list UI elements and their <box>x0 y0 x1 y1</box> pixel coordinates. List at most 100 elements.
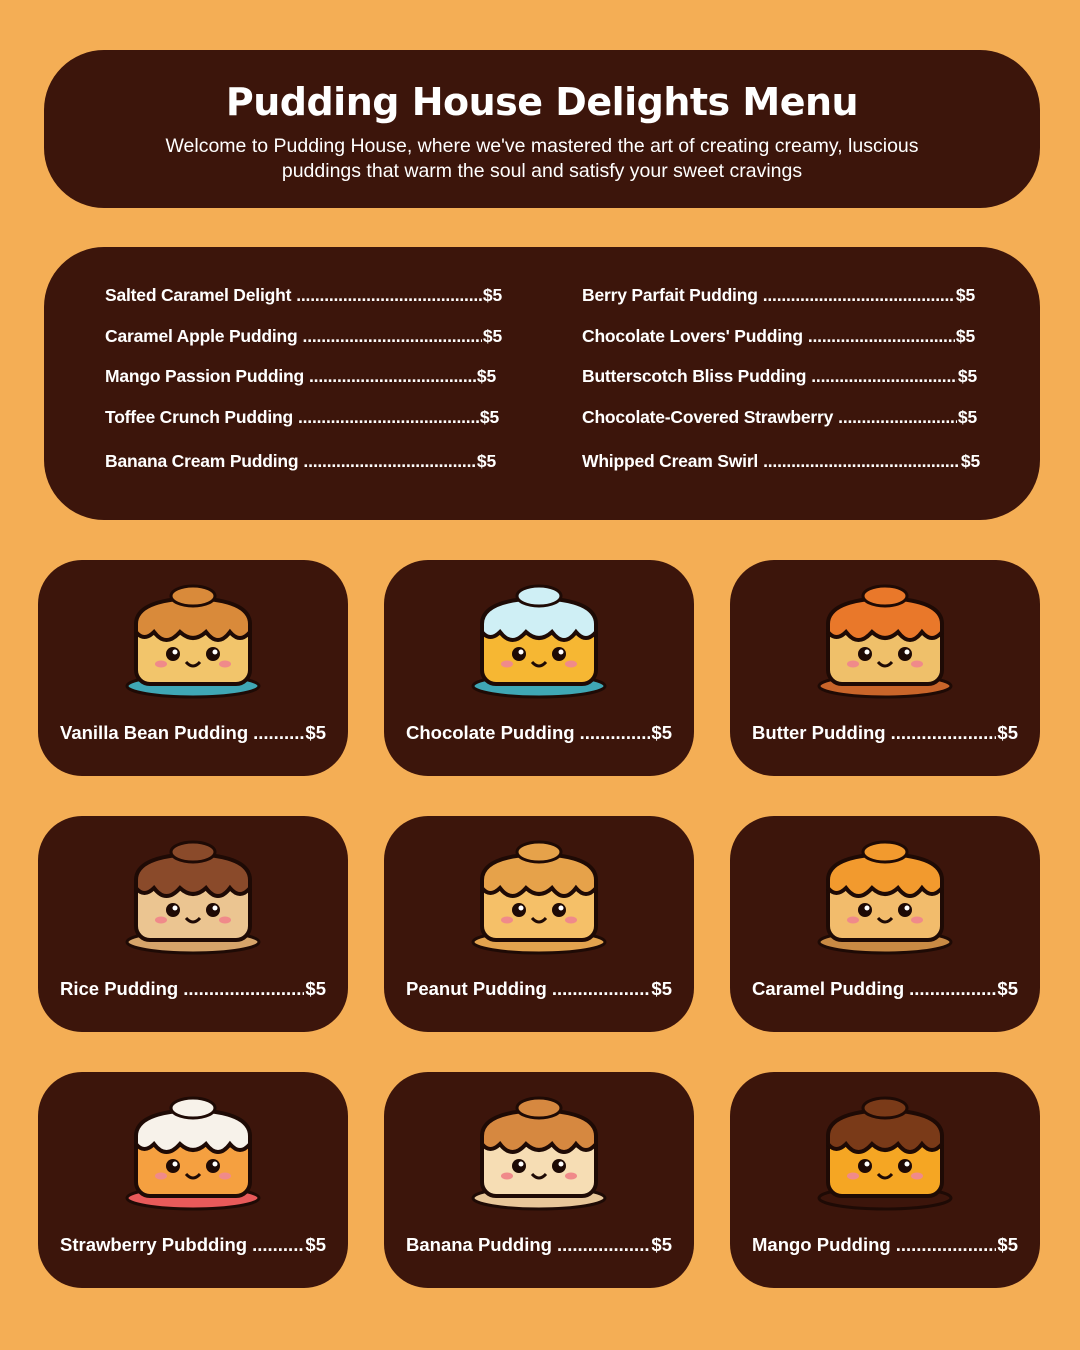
dot-leader <box>763 285 955 326</box>
dot-leader <box>909 978 996 1000</box>
menu-list-item: Toffee Crunch Pudding $5 <box>105 407 499 448</box>
dot-leader <box>557 1234 650 1256</box>
menu-list-item: Chocolate-Covered Strawberry $5 <box>582 407 977 448</box>
menu-list-item: Caramel Apple Pudding $5 <box>105 326 502 367</box>
item-name: Mango Passion Pudding <box>105 366 304 386</box>
menu-list-item: Berry Parfait Pudding $5 <box>582 285 975 326</box>
vanilla-pudding-icon <box>125 584 261 699</box>
caramel-pudding-icon <box>817 840 953 955</box>
card-item-name: Mango Pudding <box>752 1234 891 1255</box>
dot-leader <box>763 451 960 492</box>
item-price: $5 <box>482 285 502 305</box>
menu-card: Mango Pudding $5 <box>730 1072 1040 1288</box>
dot-leader <box>896 1234 997 1256</box>
item-price: $5 <box>960 451 980 471</box>
card-label: Chocolate Pudding $5 <box>406 722 672 744</box>
card-label: Peanut Pudding $5 <box>406 978 672 1000</box>
card-item-price: $5 <box>651 1234 672 1255</box>
card-label: Banana Pudding $5 <box>406 1234 672 1256</box>
dot-leader <box>891 722 997 744</box>
menu-card: Chocolate Pudding $5 <box>384 560 694 776</box>
dot-leader <box>309 366 476 407</box>
card-item-name: Peanut Pudding <box>406 978 547 999</box>
item-name: Salted Caramel Delight <box>105 285 292 305</box>
card-label: Rice Pudding $5 <box>60 978 326 1000</box>
menu-list-item: Mango Passion Pudding $5 <box>105 366 496 407</box>
peanut-pudding-icon <box>471 840 607 955</box>
dot-leader <box>303 326 482 367</box>
menu-card: Banana Pudding $5 <box>384 1072 694 1288</box>
menu-card: Caramel Pudding $5 <box>730 816 1040 1032</box>
card-item-price: $5 <box>997 722 1018 743</box>
dot-leader <box>303 451 476 492</box>
card-item-name: Vanilla Bean Pudding <box>60 722 249 743</box>
dot-leader <box>811 366 957 407</box>
menu-subtitle: Welcome to Pudding House, where we've ma… <box>165 135 919 182</box>
mango-pudding-icon <box>817 1096 953 1211</box>
menu-list-item: Whipped Cream Swirl $5 <box>582 451 980 492</box>
item-price: $5 <box>476 451 496 471</box>
card-item-price: $5 <box>651 722 672 743</box>
card-item-price: $5 <box>997 978 1018 999</box>
card-item-name: Strawberry Pubdding <box>60 1234 248 1255</box>
dot-leader <box>298 407 479 448</box>
card-item-price: $5 <box>305 722 326 743</box>
page-title: Pudding House Delights Menu <box>225 80 859 124</box>
banana-pudding-icon <box>471 1096 607 1211</box>
card-item-name: Caramel Pudding <box>752 978 905 999</box>
dot-leader <box>808 326 955 367</box>
item-price: $5 <box>476 366 496 386</box>
card-item-name: Chocolate Pudding <box>406 722 575 743</box>
rice-pudding-icon <box>125 840 261 955</box>
item-price: $5 <box>957 366 977 386</box>
card-label: Butter Pudding $5 <box>752 722 1018 744</box>
item-price: $5 <box>957 406 977 427</box>
item-name: Chocolate-Covered Strawberry <box>582 406 834 427</box>
chocolate-pudding-icon <box>471 584 607 699</box>
menu-card: Rice Pudding $5 <box>38 816 348 1032</box>
item-price: $5 <box>955 285 975 305</box>
dot-leader <box>253 722 304 744</box>
card-item-price: $5 <box>305 978 326 999</box>
menu-card: Peanut Pudding $5 <box>384 816 694 1032</box>
butter-pudding-icon <box>817 584 953 699</box>
menu-list-item: Chocolate Lovers' Pudding $5 <box>582 326 975 367</box>
menu-card: Strawberry Pubdding $5 <box>38 1072 348 1288</box>
card-item-price: $5 <box>997 1234 1018 1255</box>
item-name: Banana Cream Pudding <box>105 451 299 471</box>
menu-list-item: Banana Cream Pudding $5 <box>105 451 496 492</box>
menu-card: Butter Pudding $5 <box>730 560 1040 776</box>
dot-leader <box>183 978 304 1000</box>
item-price: $5 <box>955 325 975 346</box>
item-price: $5 <box>479 406 499 427</box>
item-price: $5 <box>482 325 502 346</box>
menu-list-item: Salted Caramel Delight $5 <box>105 285 502 326</box>
card-item-price: $5 <box>305 1234 326 1255</box>
card-label: Mango Pudding $5 <box>752 1234 1018 1256</box>
card-label: Caramel Pudding $5 <box>752 978 1018 1000</box>
item-name: Toffee Crunch Pudding <box>105 406 293 427</box>
menu-card: Vanilla Bean Pudding $5 <box>38 560 348 776</box>
item-name: Chocolate Lovers' Pudding <box>582 325 803 346</box>
dot-leader <box>838 407 957 448</box>
card-item-name: Butter Pudding <box>752 722 886 743</box>
menu-header: Pudding House Delights Menu Welcome to P… <box>44 50 1040 208</box>
dot-leader <box>296 285 482 326</box>
strawberry-pudding-icon <box>125 1096 261 1211</box>
item-name: Whipped Cream Swirl <box>582 451 759 471</box>
menu-list-item: Butterscotch Bliss Pudding $5 <box>582 366 977 407</box>
card-item-price: $5 <box>651 978 672 999</box>
dot-leader <box>252 1234 304 1256</box>
card-item-name: Banana Pudding <box>406 1234 552 1255</box>
card-label: Vanilla Bean Pudding $5 <box>60 722 326 744</box>
item-name: Butterscotch Bliss Pudding <box>582 366 807 386</box>
card-label: Strawberry Pubdding $5 <box>60 1234 326 1256</box>
dot-leader <box>580 722 651 744</box>
dot-leader <box>552 978 651 1000</box>
card-item-name: Rice Pudding <box>60 978 179 999</box>
item-name: Berry Parfait Pudding <box>582 285 758 305</box>
item-name: Caramel Apple Pudding <box>105 325 298 346</box>
